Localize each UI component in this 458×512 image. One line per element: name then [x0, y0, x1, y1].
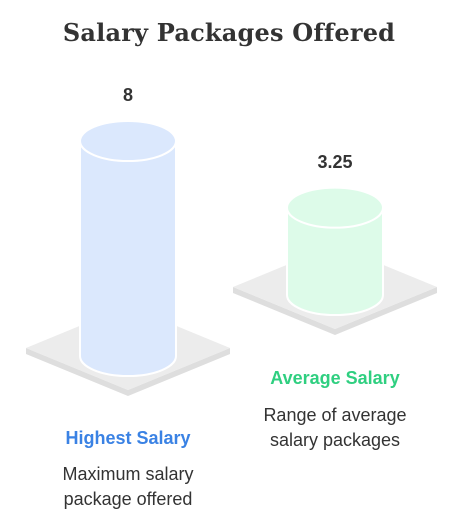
bar-highest-salary-top [79, 120, 177, 162]
category-label-average: Average Salary [270, 368, 400, 388]
description-average-line-2: salary packages [269, 430, 401, 450]
bar-highest-salary [79, 140, 177, 377]
bar-average-salary-top [286, 186, 384, 229]
category-label-highest: Highest Salary [65, 428, 191, 448]
value-label-average: 3.25 [317, 151, 353, 172]
description-highest-line-2: package offered [63, 489, 193, 509]
chart-title: Salary Packages Offered [62, 18, 396, 47]
value-label-highest: 8 [122, 85, 133, 105]
description-average: Range of average salary packages [225, 403, 445, 453]
description-highest: Maximum salary package offered [18, 462, 238, 512]
description-highest-line-1: Maximum salary [62, 464, 194, 484]
bar-average-salary [286, 206, 384, 316]
bar-group-average [233, 186, 437, 335]
description-average-line-1: Range of average [263, 405, 407, 425]
bar-group-highest [26, 120, 230, 396]
